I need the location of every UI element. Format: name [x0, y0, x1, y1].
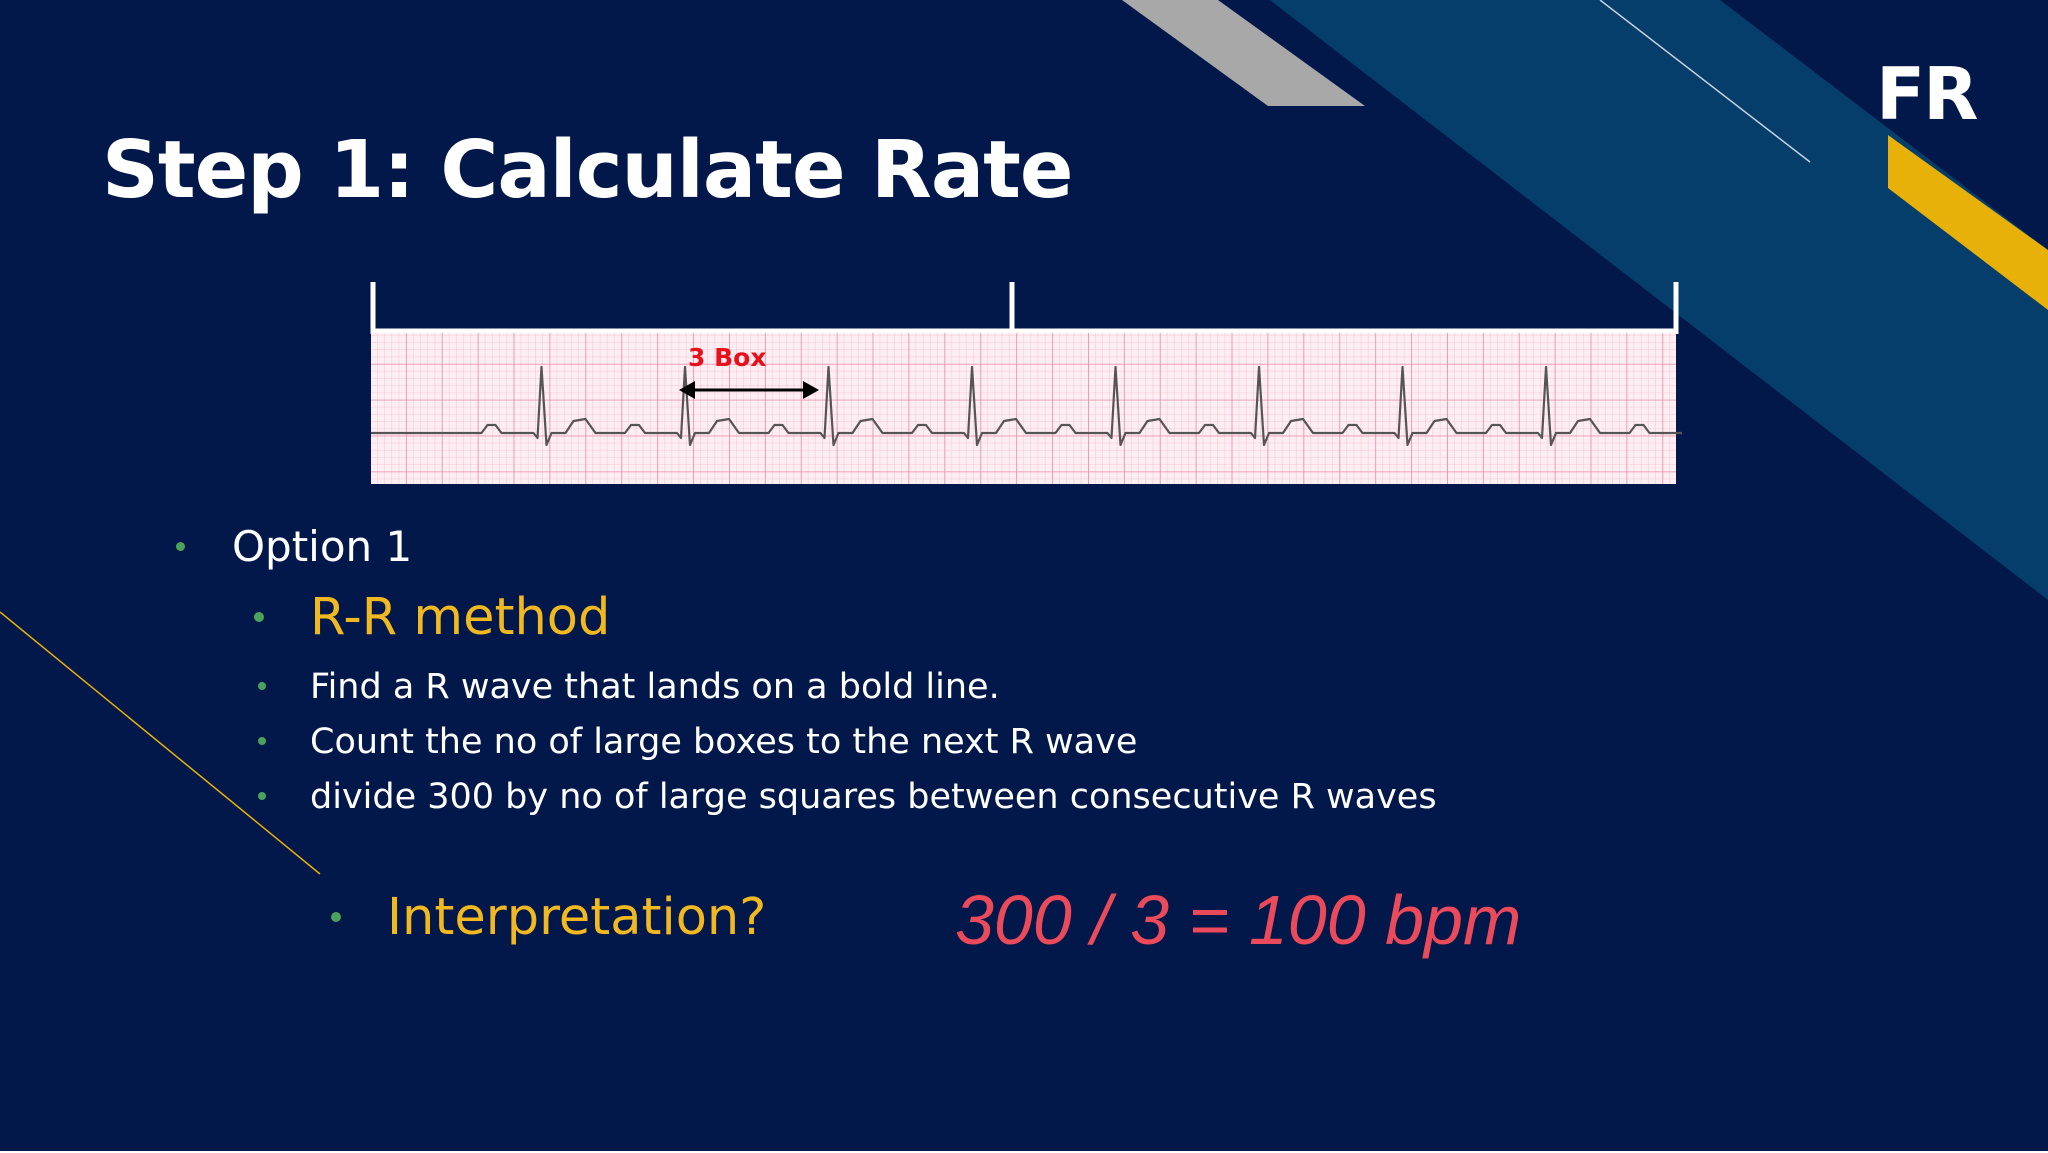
ecg-strip: 3 Box: [370, 282, 1682, 484]
thin-white-line: [1599, 0, 1811, 163]
step-text: Find a R wave that lands on a bold line.: [310, 667, 1000, 707]
teal-stripe: [1270, 0, 2048, 600]
step-text: divide 300 by no of large squares betwee…: [310, 777, 1437, 817]
ecg-tick-markers: [370, 282, 1679, 334]
bullet-dot: [331, 912, 341, 922]
fr-logo: FR: [1876, 52, 1979, 136]
bullet-dot: [258, 792, 266, 800]
step-text: Count the no of large boxes to the next …: [310, 722, 1138, 762]
rr-interval-arrow: [679, 381, 819, 399]
answer-formula: 300 / 3 = 100 bpm: [955, 881, 1522, 959]
bullet-dot: [176, 542, 185, 551]
gold-stripe: [1888, 135, 2048, 310]
bottom-border: [0, 1151, 2048, 1153]
ecg-box-label: 3 Box: [688, 343, 766, 372]
interpretation-heading: Interpretation?: [387, 888, 767, 947]
bullet-dot: [258, 682, 266, 690]
gray-stripe: [1122, 0, 1365, 106]
bullet-dot: [258, 737, 266, 745]
bullet-dot: [254, 612, 264, 622]
method-heading: R-R method: [310, 588, 611, 647]
slide-title: Step 1: Calculate Rate: [102, 124, 1074, 216]
option-label: Option 1: [232, 522, 413, 571]
thin-gold-line: [0, 611, 321, 875]
